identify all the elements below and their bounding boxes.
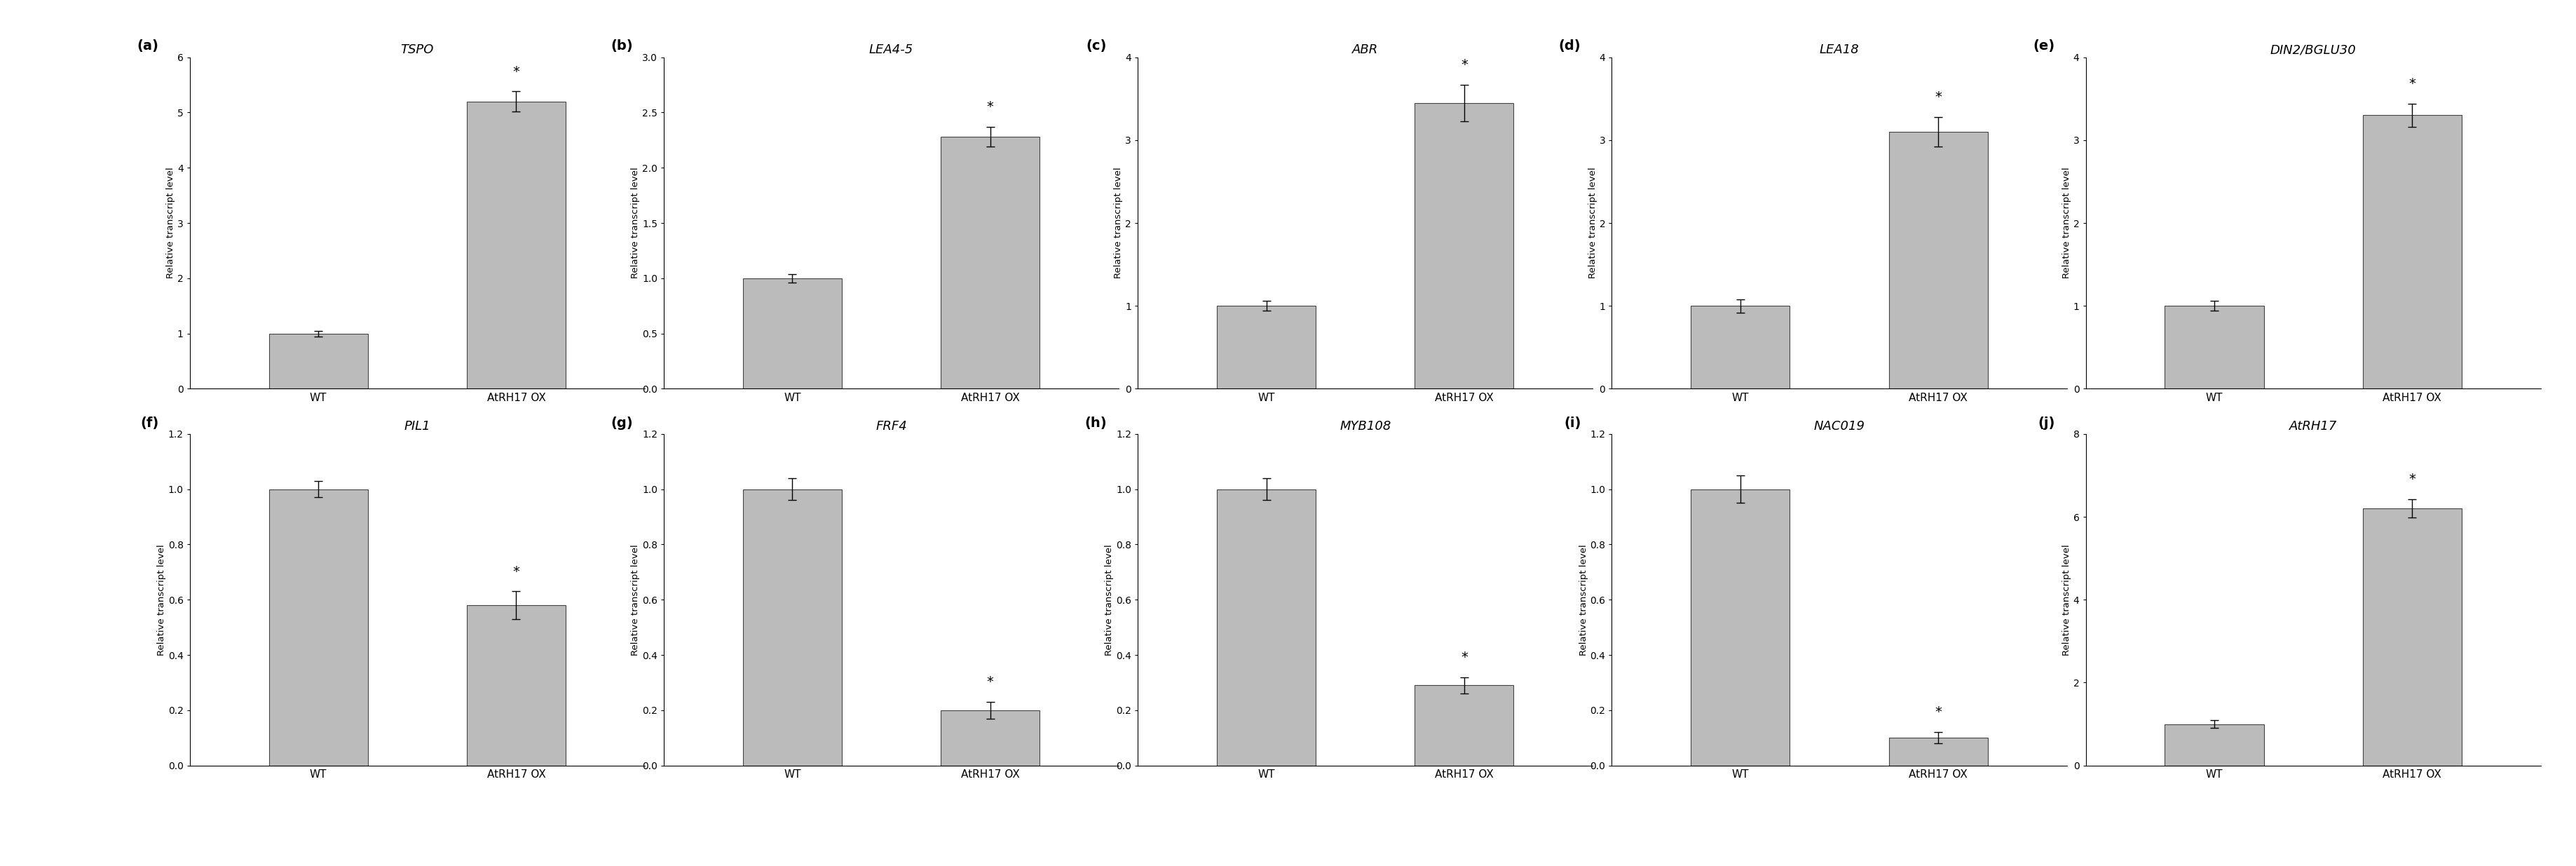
Bar	[742, 278, 842, 389]
Y-axis label: Relative transcript level: Relative transcript level	[1105, 544, 1113, 656]
Text: *: *	[2409, 473, 2416, 486]
Text: *: *	[1935, 90, 1942, 104]
Text: (a): (a)	[137, 40, 160, 53]
Bar	[2164, 724, 2264, 766]
Bar	[1888, 738, 1989, 766]
Bar	[466, 101, 567, 389]
Bar	[940, 710, 1041, 766]
Title: FRF4: FRF4	[876, 420, 907, 433]
Y-axis label: Relative transcript level: Relative transcript level	[167, 167, 175, 279]
Title: NAC019: NAC019	[1814, 420, 1865, 433]
Y-axis label: Relative transcript level: Relative transcript level	[631, 167, 639, 279]
Bar	[1216, 489, 1316, 766]
Title: PIL1: PIL1	[404, 420, 430, 433]
Bar	[1690, 306, 1790, 389]
Bar	[1414, 685, 1515, 766]
Text: (h): (h)	[1084, 417, 1108, 430]
Y-axis label: Relative transcript level: Relative transcript level	[157, 544, 165, 656]
Bar	[2164, 306, 2264, 389]
Bar	[268, 333, 368, 389]
Bar	[1888, 132, 1989, 389]
Title: DIN2/BGLU30: DIN2/BGLU30	[2269, 43, 2357, 56]
Bar	[1216, 306, 1316, 389]
Text: *: *	[987, 675, 994, 688]
Bar	[1414, 103, 1515, 389]
Bar	[742, 489, 842, 766]
Bar	[268, 489, 368, 766]
Title: MYB108: MYB108	[1340, 420, 1391, 433]
Y-axis label: Relative transcript level: Relative transcript level	[1589, 167, 1597, 279]
Title: TSPO: TSPO	[402, 43, 433, 56]
Y-axis label: Relative transcript level: Relative transcript level	[1579, 544, 1587, 656]
Y-axis label: Relative transcript level: Relative transcript level	[2063, 544, 2071, 656]
Text: *: *	[513, 565, 520, 578]
Text: (c): (c)	[1087, 40, 1108, 53]
Bar	[1690, 489, 1790, 766]
Text: *: *	[1461, 650, 1468, 664]
Text: *: *	[1935, 706, 1942, 719]
Y-axis label: Relative transcript level: Relative transcript level	[1115, 167, 1123, 279]
Title: LEA4-5: LEA4-5	[868, 43, 914, 56]
Y-axis label: Relative transcript level: Relative transcript level	[631, 544, 639, 656]
Text: *: *	[987, 100, 994, 113]
Text: (f): (f)	[142, 417, 160, 430]
Text: (g): (g)	[611, 417, 634, 430]
Title: AtRH17: AtRH17	[2290, 420, 2336, 433]
Title: LEA18: LEA18	[1819, 43, 1860, 56]
Bar	[2362, 508, 2463, 766]
Text: *: *	[2409, 77, 2416, 90]
Y-axis label: Relative transcript level: Relative transcript level	[2063, 167, 2071, 279]
Text: (j): (j)	[2038, 417, 2056, 430]
Text: *: *	[1461, 58, 1468, 71]
Bar	[2362, 115, 2463, 389]
Title: ABR: ABR	[1352, 43, 1378, 56]
Text: (e): (e)	[2032, 40, 2056, 53]
Bar	[940, 137, 1041, 389]
Text: *: *	[513, 65, 520, 78]
Text: (b): (b)	[611, 40, 634, 53]
Text: (d): (d)	[1558, 40, 1582, 53]
Bar	[466, 605, 567, 766]
Text: (i): (i)	[1564, 417, 1582, 430]
